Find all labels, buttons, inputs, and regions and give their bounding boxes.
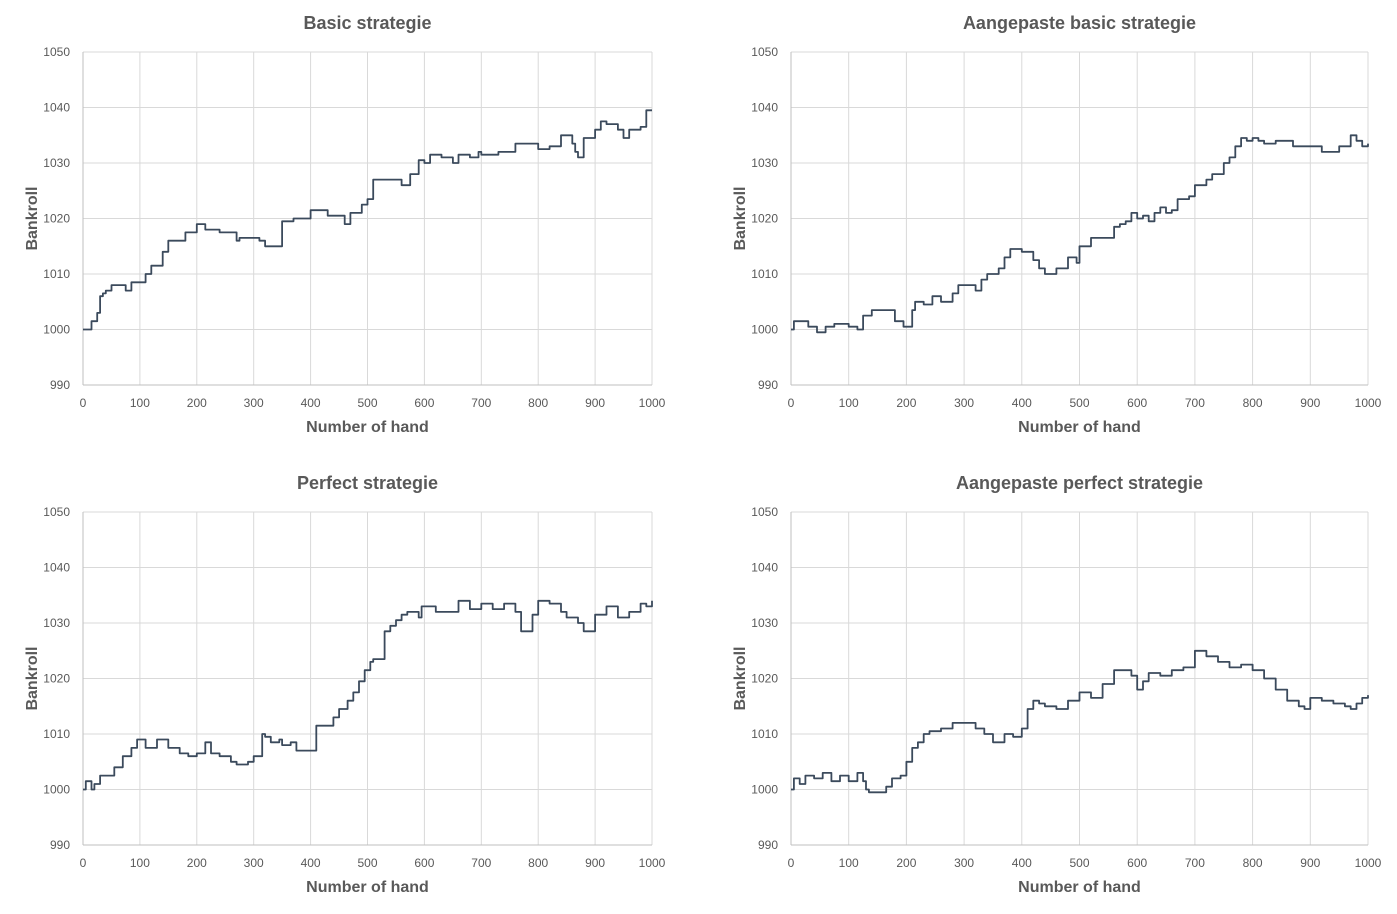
chart-2-x-axis-label: Number of hand xyxy=(1018,419,1141,436)
chart-3-x-tick-label: 0 xyxy=(80,856,87,870)
chart-4-y-tick-label: 1050 xyxy=(751,505,778,519)
chart-1-y-axis-label: Bankroll xyxy=(24,186,41,250)
chart-1-series-line-1 xyxy=(83,109,652,331)
chart-3-x-tick-label: 100 xyxy=(130,856,150,870)
chart-3-x-tick-label: 200 xyxy=(187,856,207,870)
chart-1-y-tick-label: 1010 xyxy=(43,267,70,281)
chart-4-x-tick-label: 700 xyxy=(1185,856,1205,870)
chart-2-x-tick-label: 800 xyxy=(1243,396,1263,410)
chart-1-x-tick-label: 500 xyxy=(357,396,377,410)
chart-4-x-axis-label: Number of hand xyxy=(1018,879,1141,896)
chart-4-x-tick-label: 300 xyxy=(954,856,974,870)
chart-2-x-tick-label: 0 xyxy=(788,396,795,410)
chart-4-x-tick-label: 1000 xyxy=(1355,856,1382,870)
chart-3-y-axis-label: Bankroll xyxy=(24,646,41,710)
chart-4-title: Aangepaste perfect strategie xyxy=(956,473,1203,493)
chart-4-y-tick-label: 1030 xyxy=(751,616,778,630)
chart-2-title: Aangepaste basic strategie xyxy=(963,13,1196,33)
chart-2-series-line-1 xyxy=(791,134,1369,334)
chart-3-x-tick-label: 500 xyxy=(357,856,377,870)
chart-2-x-tick-label: 1000 xyxy=(1355,396,1382,410)
chart-4-x-tick-label: 800 xyxy=(1243,856,1263,870)
chart-4-series-line-1 xyxy=(791,649,1369,794)
chart-2-y-tick-label: 1050 xyxy=(751,45,778,59)
chart-3-x-tick-label: 900 xyxy=(585,856,605,870)
chart-2-x-tick-label: 500 xyxy=(1069,396,1089,410)
chart-1-x-tick-label: 700 xyxy=(471,396,491,410)
chart-2-x-tick-label: 700 xyxy=(1185,396,1205,410)
chart-1-x-axis-label: Number of hand xyxy=(306,419,429,436)
chart-1-x-tick-label: 0 xyxy=(80,396,87,410)
chart-3-y-tick-label: 1040 xyxy=(43,561,70,575)
chart-2-y-tick-label: 1000 xyxy=(751,323,778,337)
chart-1-x-tick-label: 900 xyxy=(585,396,605,410)
chart-2-y-tick-label: 1010 xyxy=(751,267,778,281)
chart-2-x-tick-label: 300 xyxy=(954,396,974,410)
chart-1-x-tick-label: 400 xyxy=(301,396,321,410)
chart-4-x-tick-label: 400 xyxy=(1012,856,1032,870)
chart-2-x-tick-label: 100 xyxy=(839,396,859,410)
chart-1-y-tick-label: 1020 xyxy=(43,212,70,226)
chart-3-x-tick-label: 400 xyxy=(301,856,321,870)
chart-3-y-tick-label: 990 xyxy=(50,838,70,852)
chart-1-y-tick-label: 1040 xyxy=(43,101,70,115)
chart-1-y-tick-label: 1000 xyxy=(43,323,70,337)
chart-1-x-tick-label: 600 xyxy=(414,396,434,410)
chart-3-x-axis-label: Number of hand xyxy=(306,879,429,896)
chart-3-y-tick-label: 1050 xyxy=(43,505,70,519)
chart-2-x-tick-label: 400 xyxy=(1012,396,1032,410)
chart-2-x-tick-label: 900 xyxy=(1300,396,1320,410)
chart-2-x-tick-label: 600 xyxy=(1127,396,1147,410)
chart-3-x-tick-label: 300 xyxy=(244,856,264,870)
chart-1-y-tick-label: 1030 xyxy=(43,156,70,170)
chart-1-x-tick-label: 100 xyxy=(130,396,150,410)
chart-3-x-tick-label: 800 xyxy=(528,856,548,870)
chart-2-y-axis-label: Bankroll xyxy=(732,186,749,250)
chart-2-x-tick-label: 200 xyxy=(896,396,916,410)
chart-2-y-tick-label: 990 xyxy=(758,378,778,392)
chart-1-x-tick-label: 200 xyxy=(187,396,207,410)
chart-2-y-tick-label: 1020 xyxy=(751,212,778,226)
chart-3-y-tick-label: 1030 xyxy=(43,616,70,630)
chart-4-x-tick-label: 200 xyxy=(896,856,916,870)
chart-3-series-line-1 xyxy=(83,599,653,791)
chart-1-x-tick-label: 300 xyxy=(244,396,264,410)
chart-3-y-tick-label: 1020 xyxy=(43,672,70,686)
chart-1-title: Basic strategie xyxy=(303,13,431,33)
chart-2-y-tick-label: 1040 xyxy=(751,101,778,115)
chart-3-x-tick-label: 600 xyxy=(414,856,434,870)
chart-4-y-tick-label: 990 xyxy=(758,838,778,852)
chart-4-x-tick-label: 600 xyxy=(1127,856,1147,870)
chart-4-x-tick-label: 0 xyxy=(788,856,795,870)
chart-3-y-tick-label: 1010 xyxy=(43,727,70,741)
chart-1-x-tick-label: 1000 xyxy=(639,396,666,410)
chart-3-x-tick-label: 700 xyxy=(471,856,491,870)
chart-3-x-tick-label: 1000 xyxy=(639,856,666,870)
chart-4-x-tick-label: 100 xyxy=(839,856,859,870)
chart-4-x-tick-label: 900 xyxy=(1300,856,1320,870)
chart-4-y-tick-label: 1040 xyxy=(751,561,778,575)
chart-4-y-tick-label: 1010 xyxy=(751,727,778,741)
chart-4-y-tick-label: 1000 xyxy=(751,783,778,797)
chart-4-y-tick-label: 1020 xyxy=(751,672,778,686)
chart-2-y-tick-label: 1030 xyxy=(751,156,778,170)
chart-4-y-axis-label: Bankroll xyxy=(732,646,749,710)
chart-1-y-tick-label: 990 xyxy=(50,378,70,392)
chart-4-x-tick-label: 500 xyxy=(1069,856,1089,870)
chart-1-x-tick-label: 800 xyxy=(528,396,548,410)
chart-3-y-tick-label: 1000 xyxy=(43,783,70,797)
chart-1-y-tick-label: 1050 xyxy=(43,45,70,59)
chart-3-title: Perfect strategie xyxy=(297,473,438,493)
